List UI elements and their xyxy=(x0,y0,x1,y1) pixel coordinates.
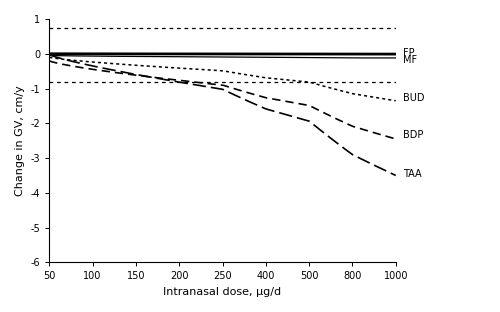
Text: MF: MF xyxy=(402,55,417,65)
Y-axis label: Change in GV, cm/y: Change in GV, cm/y xyxy=(15,85,25,196)
Text: BUD: BUD xyxy=(402,93,424,103)
Text: TAA: TAA xyxy=(402,169,421,179)
Text: BDP: BDP xyxy=(402,130,423,140)
Text: FP: FP xyxy=(402,48,414,58)
X-axis label: Intranasal dose, μg/d: Intranasal dose, μg/d xyxy=(164,287,282,297)
